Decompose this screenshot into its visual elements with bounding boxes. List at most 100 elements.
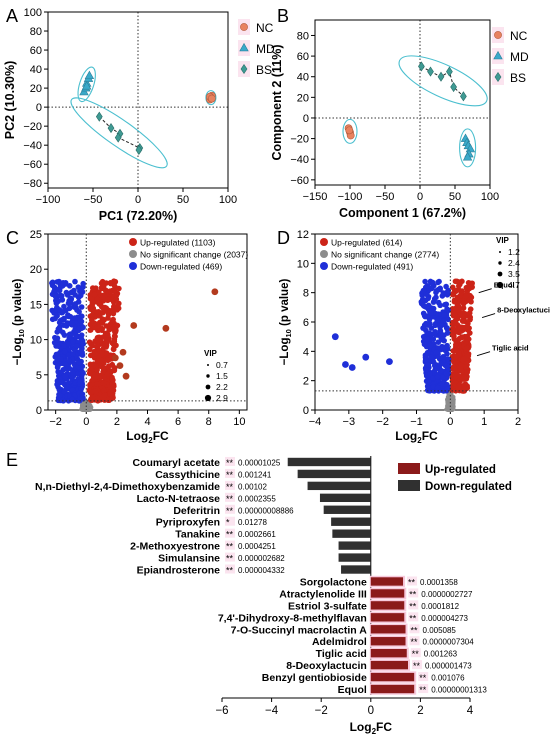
panel-label-d: D	[277, 228, 290, 248]
point-highlight	[130, 322, 138, 329]
point-up	[95, 300, 102, 306]
vip-size-marker	[204, 394, 212, 402]
point-down	[52, 315, 58, 322]
bar-label: Tanakine	[175, 529, 220, 541]
point-up	[102, 341, 108, 347]
point-up	[87, 382, 93, 388]
x-axis-title: Log2FC	[350, 720, 393, 736]
point-down	[422, 354, 429, 361]
p-value-label: 0.0002355	[238, 494, 276, 503]
bar-down	[341, 565, 371, 574]
panel-label-a: A	[6, 6, 18, 26]
x-tick-label: 10	[233, 416, 245, 428]
plot-frame	[314, 19, 491, 186]
x-tick-label: −1	[410, 416, 423, 428]
bar-label: Lacto-N-tetraose	[137, 493, 221, 505]
point-up	[114, 322, 121, 329]
legend-label: Down-regulated (469)	[140, 262, 222, 272]
point-up	[92, 374, 98, 380]
legend-marker	[129, 238, 137, 246]
point-down	[72, 292, 78, 298]
significance-stars: **	[409, 589, 417, 599]
point-down	[420, 302, 427, 309]
y-tick-label: 80	[30, 26, 42, 38]
point-down	[72, 278, 78, 285]
x-axis-title: PC1 (72.20%)	[99, 209, 178, 223]
significance-stars: **	[226, 554, 234, 564]
bar-label: Epiandrosterone	[137, 565, 221, 577]
point-down	[429, 285, 435, 292]
bar-label: Estriol 3-sulfate	[288, 600, 367, 612]
point-up	[99, 327, 105, 334]
bar-up	[370, 660, 408, 670]
point-down	[427, 342, 434, 349]
point-down	[49, 279, 56, 286]
point-bs	[460, 91, 467, 102]
bar-down	[287, 457, 371, 467]
significance-stars: **	[409, 601, 417, 611]
point-up	[103, 350, 110, 357]
x-tick-label: −2	[49, 416, 62, 428]
stars-highlight	[410, 648, 421, 658]
y-axis-title: Component 2 (11%)	[270, 45, 284, 161]
confidence-ellipse	[459, 128, 477, 168]
point-down	[424, 283, 431, 289]
x-tick-label: 6	[175, 416, 181, 428]
point-down	[65, 312, 71, 318]
point-up	[105, 296, 111, 303]
point-up	[107, 368, 114, 374]
bar-label: Atractylenolide III	[279, 588, 367, 600]
y-tick-label: 20	[30, 83, 42, 95]
point-down	[64, 383, 71, 390]
point-down	[437, 329, 444, 336]
point-up	[116, 285, 122, 292]
p-value-label: 0.00102	[238, 482, 267, 491]
significance-stars: **	[408, 577, 416, 587]
point-down	[420, 287, 427, 294]
point-highlight	[386, 358, 393, 365]
y-tick-label: 0	[36, 405, 42, 417]
point-down	[69, 396, 76, 403]
plot-frame	[314, 233, 519, 411]
point-up	[462, 382, 468, 388]
volcano-plot-c: −2 0 2 4 6 8 10 0 5 10 15 20 25 Up-regulated (1103) No…	[12, 229, 248, 445]
y-tick-label: −40	[23, 140, 42, 152]
point-up	[94, 395, 101, 402]
x-tick-label: 4	[467, 705, 474, 717]
point-down	[443, 370, 450, 377]
point-down	[61, 388, 67, 395]
bar-up	[370, 601, 405, 610]
bar-label: Deferitrin	[173, 505, 220, 517]
point-up	[102, 330, 109, 337]
point-up	[113, 292, 120, 299]
x-tick-label: −50	[84, 194, 103, 206]
x-tick-label: 0	[417, 191, 423, 203]
point-up	[467, 314, 474, 321]
stars-highlight	[225, 540, 235, 550]
point-up	[455, 384, 462, 391]
y-tick-label: 40	[30, 64, 42, 76]
point-down	[430, 375, 437, 381]
stars-highlight	[407, 576, 418, 586]
p-value-label: 0.00000008886	[238, 506, 294, 515]
y-tick-label: 100	[24, 7, 42, 19]
point-highlight	[162, 324, 170, 332]
x-tick-label: −2	[376, 416, 389, 428]
significance-stars: **	[226, 458, 234, 468]
point-down	[428, 354, 435, 361]
point-up	[112, 278, 119, 285]
point-up	[97, 372, 104, 379]
point-up	[101, 380, 107, 387]
bar-label: Tiglic acid	[316, 648, 367, 660]
point-up	[102, 287, 109, 293]
point-up	[94, 335, 101, 341]
legend-swatch	[398, 480, 420, 491]
point-down	[441, 311, 447, 318]
point-down	[77, 292, 84, 299]
stars-highlight	[225, 516, 235, 526]
point-up	[91, 291, 98, 298]
point-down	[69, 320, 76, 327]
point-down	[63, 289, 70, 296]
legend-label: Up-regulated (614)	[331, 238, 403, 248]
legend-marker	[129, 250, 137, 258]
